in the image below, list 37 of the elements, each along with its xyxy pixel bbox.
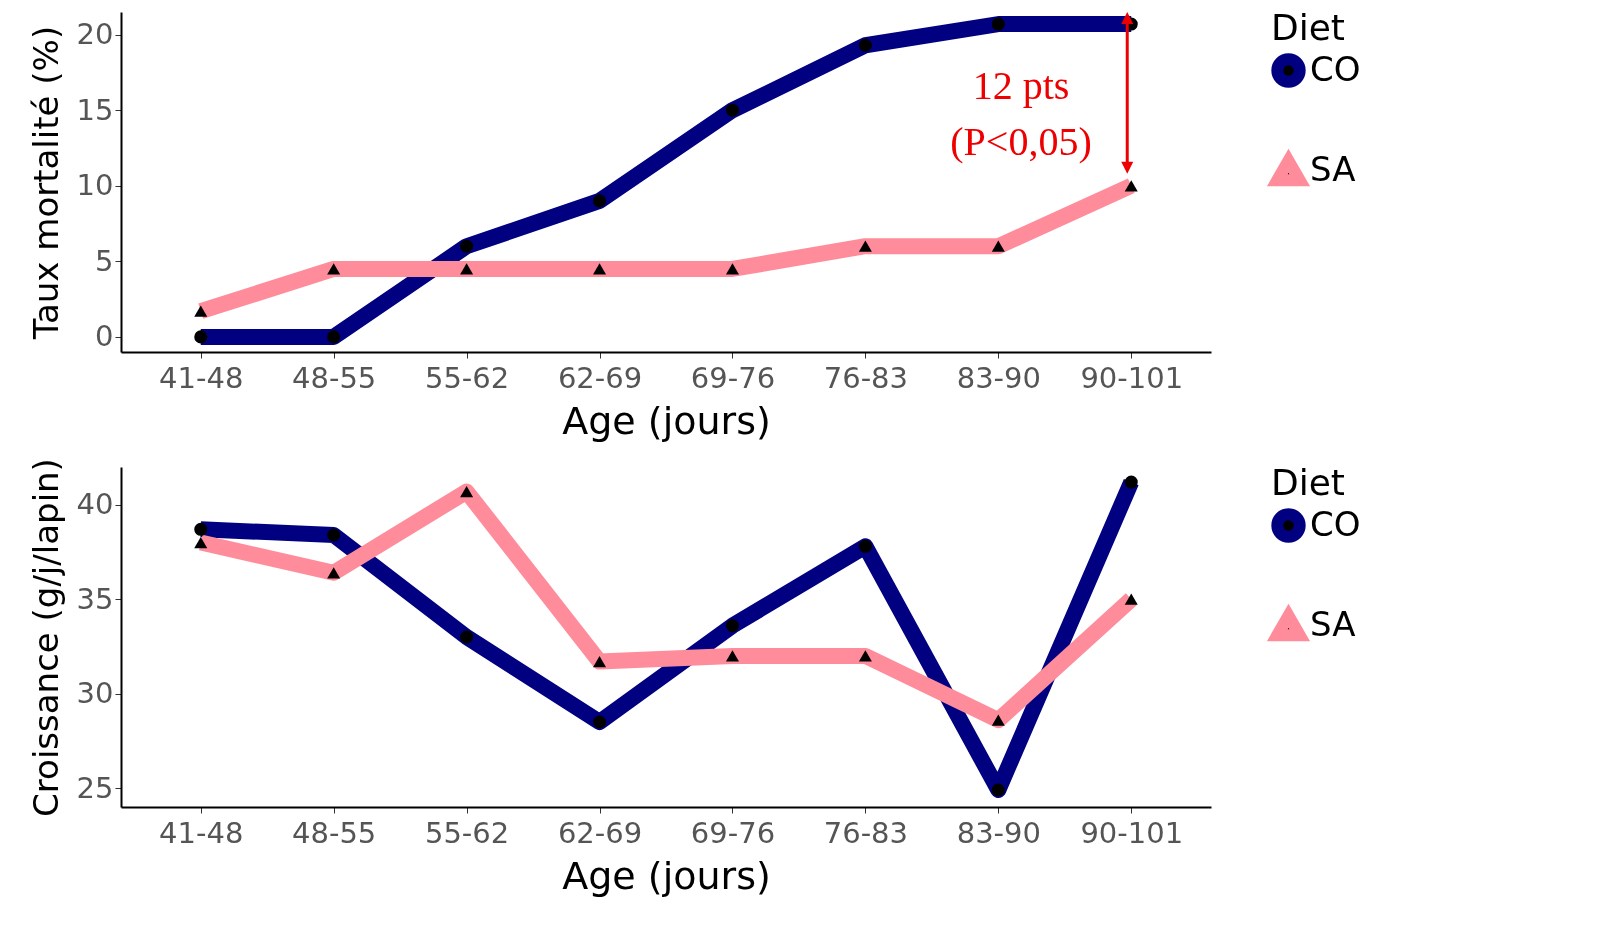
x-tick-label: 90-101 xyxy=(1080,360,1184,395)
y-tick-label: 25 xyxy=(76,770,114,805)
legend-label: CO xyxy=(1310,48,1361,89)
x-tick-label: 62-69 xyxy=(557,360,643,395)
x-tick-label: 55-62 xyxy=(424,360,510,395)
y-axis-title: Croissance (g/j/lapin) xyxy=(25,458,66,817)
x-tick-label: 76-83 xyxy=(823,360,909,395)
legend-label: SA xyxy=(1310,148,1356,189)
y-tick-label: 0 xyxy=(95,319,114,354)
x-tick-label: 69-76 xyxy=(690,815,776,850)
annotation: 12 pts xyxy=(972,63,1070,108)
x-tick-label: 48-55 xyxy=(292,360,377,395)
y-axis-title: Taux mortalité (%) xyxy=(25,25,66,341)
y-tick-label: 5 xyxy=(95,243,114,278)
legend-title: Diet xyxy=(1271,7,1345,48)
legend-label: CO xyxy=(1310,503,1361,544)
y-tick-label: 10 xyxy=(76,168,114,203)
y-tick-label: 20 xyxy=(76,17,114,52)
x-tick-label: 69-76 xyxy=(690,360,776,395)
legend-label: SA xyxy=(1310,603,1356,644)
y-tick-label: 35 xyxy=(76,581,114,616)
y-tick-label: 40 xyxy=(76,487,114,522)
x-tick-label: 41-48 xyxy=(159,815,244,850)
x-tick-label: 76-83 xyxy=(823,815,909,850)
y-tick-label: 30 xyxy=(76,676,114,711)
x-tick-label: 55-62 xyxy=(424,815,510,850)
x-tick-label: 83-90 xyxy=(956,815,1041,850)
x-tick-label: 90-101 xyxy=(1080,815,1184,850)
x-tick-label: 48-55 xyxy=(292,815,377,850)
x-tick-label: 41-48 xyxy=(159,360,244,395)
annotation: (P<0,05) xyxy=(950,119,1092,164)
x-axis-title: Age (jours) xyxy=(562,853,771,898)
y-tick-label: 15 xyxy=(76,92,114,127)
x-tick-label: 83-90 xyxy=(956,360,1041,395)
x-tick-label: 62-69 xyxy=(557,815,643,850)
x-axis-title: Age (jours) xyxy=(562,398,771,443)
legend-title: Diet xyxy=(1271,462,1345,503)
